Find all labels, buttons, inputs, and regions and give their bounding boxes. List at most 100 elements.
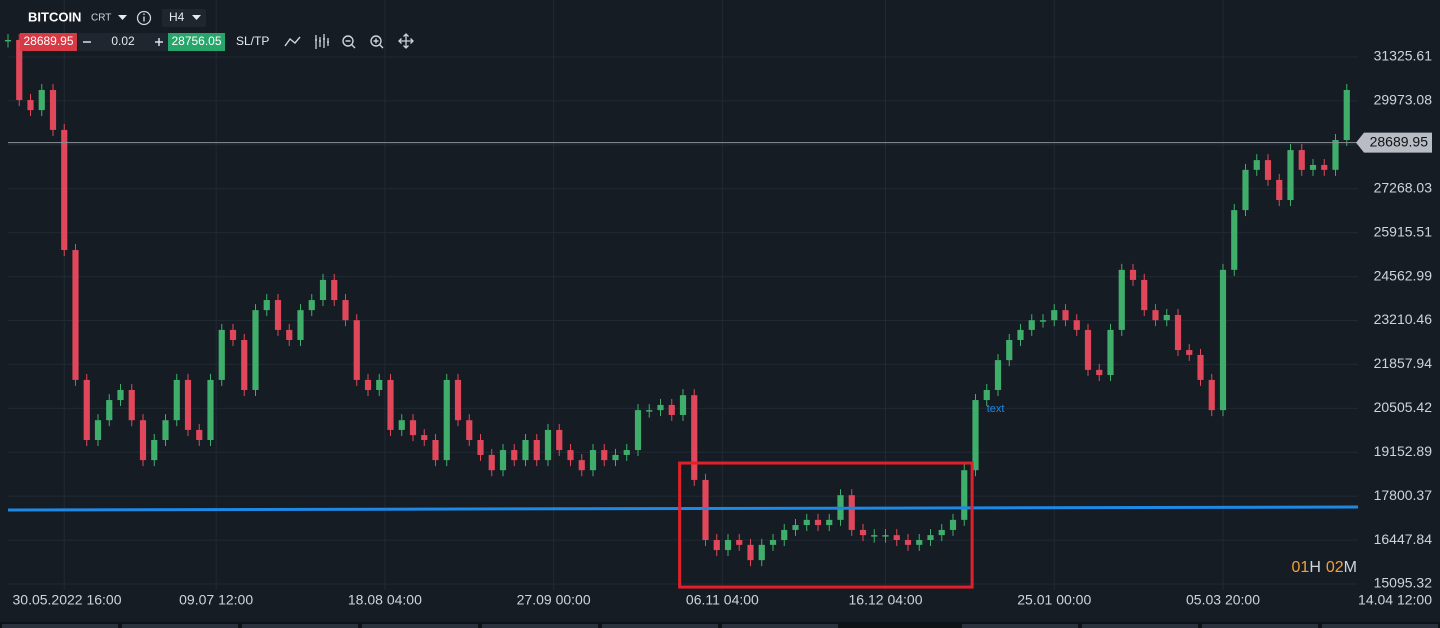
candle <box>477 439 484 455</box>
candle <box>1107 329 1114 376</box>
ask-price: 28756.05 <box>171 34 221 48</box>
timeframe-box[interactable] <box>162 9 206 27</box>
candle <box>1309 164 1317 170</box>
y-tick-label: 27268.03 <box>1374 179 1433 195</box>
bid-box[interactable] <box>20 33 77 51</box>
tab[interactable] <box>962 624 1078 628</box>
price-tag <box>1356 132 1432 153</box>
candle <box>1006 339 1013 361</box>
candle <box>803 519 810 526</box>
candle <box>1253 160 1260 170</box>
lot-size[interactable]: 0.02 <box>111 34 135 48</box>
candle <box>196 429 203 440</box>
candle <box>1084 329 1092 370</box>
tab[interactable] <box>122 624 238 628</box>
candle <box>1028 320 1035 330</box>
candle <box>83 379 90 440</box>
candle <box>61 129 68 251</box>
ask-box[interactable] <box>168 33 225 51</box>
y-tick-label: 15095.32 <box>1374 575 1433 591</box>
candle <box>218 329 225 380</box>
candle <box>1332 139 1339 170</box>
tab[interactable] <box>2 624 118 628</box>
candle <box>162 420 169 440</box>
candle <box>589 450 597 471</box>
candle <box>1186 350 1193 355</box>
tab[interactable] <box>362 624 478 628</box>
timer-part: 01 <box>1292 559 1310 576</box>
candle <box>387 379 394 430</box>
y-tick-label: 19152.89 <box>1374 443 1433 459</box>
candle <box>331 279 338 301</box>
candle <box>1073 320 1080 330</box>
candle <box>724 539 732 551</box>
candle <box>94 420 102 440</box>
zoom-in-icon[interactable] <box>370 35 382 47</box>
candle <box>432 439 439 461</box>
dropdown-arrow[interactable] <box>118 15 127 20</box>
candle <box>972 400 979 471</box>
pan-icon[interactable] <box>398 33 414 49</box>
x-tick-label: 25.01 00:00 <box>1017 592 1091 608</box>
tab[interactable] <box>242 624 358 628</box>
y-tick-label: 24562.99 <box>1374 267 1433 283</box>
candle <box>38 89 45 111</box>
zoom-out-icon[interactable] <box>342 35 354 47</box>
candle <box>106 400 113 421</box>
info-icon[interactable] <box>136 10 152 26</box>
candle <box>128 389 135 421</box>
tab[interactable] <box>1322 624 1438 628</box>
candle <box>16 39 23 101</box>
y-tick-label: 25915.51 <box>1374 223 1433 239</box>
timer-part: 02 <box>1326 559 1344 576</box>
y-tick-label: 21857.94 <box>1374 355 1433 371</box>
candle <box>1118 269 1125 330</box>
candle <box>769 539 777 545</box>
x-tick-label: 09.07 12:00 <box>179 592 253 608</box>
sl-tp[interactable]: SL/TP <box>236 34 269 48</box>
symbol[interactable]: BITCOIN <box>28 9 81 24</box>
candle <box>1141 279 1148 311</box>
tab-bar <box>0 622 1440 628</box>
tab[interactable] <box>602 624 718 628</box>
candle <box>511 450 518 461</box>
candle <box>1231 210 1238 270</box>
candle <box>1129 269 1137 280</box>
candle <box>297 310 304 340</box>
tab[interactable] <box>482 624 598 628</box>
candle <box>1163 314 1170 321</box>
candle <box>1062 310 1069 321</box>
candle <box>1051 310 1058 321</box>
candle <box>207 379 214 440</box>
candle <box>612 454 619 461</box>
candle <box>454 379 462 421</box>
timeframe: H4 <box>169 10 185 24</box>
candle <box>286 329 293 340</box>
tab[interactable] <box>1202 624 1318 628</box>
candle <box>882 535 889 537</box>
minus[interactable] <box>83 41 91 43</box>
line-chart-icon[interactable] <box>284 36 301 47</box>
candle <box>274 300 282 330</box>
zoom-out-icon-lines <box>345 40 356 49</box>
candle <box>1276 179 1283 201</box>
support-line <box>7 505 1359 512</box>
category: CRT <box>91 13 111 24</box>
candle-icon[interactable] <box>315 34 329 49</box>
plus <box>158 38 160 46</box>
info-icon-bar <box>143 16 145 22</box>
candle <box>691 395 698 480</box>
candle <box>927 535 934 540</box>
candle <box>229 329 237 340</box>
candle <box>27 100 34 111</box>
candle <box>747 544 754 561</box>
tab[interactable] <box>1082 624 1198 628</box>
candle <box>578 460 585 471</box>
dropdown-arrow[interactable] <box>192 15 201 20</box>
x-tick-label: 30.05.2022 16:00 <box>13 592 122 608</box>
candle <box>668 404 675 415</box>
tab[interactable] <box>722 624 838 628</box>
candle <box>634 410 642 451</box>
candle <box>522 439 529 461</box>
